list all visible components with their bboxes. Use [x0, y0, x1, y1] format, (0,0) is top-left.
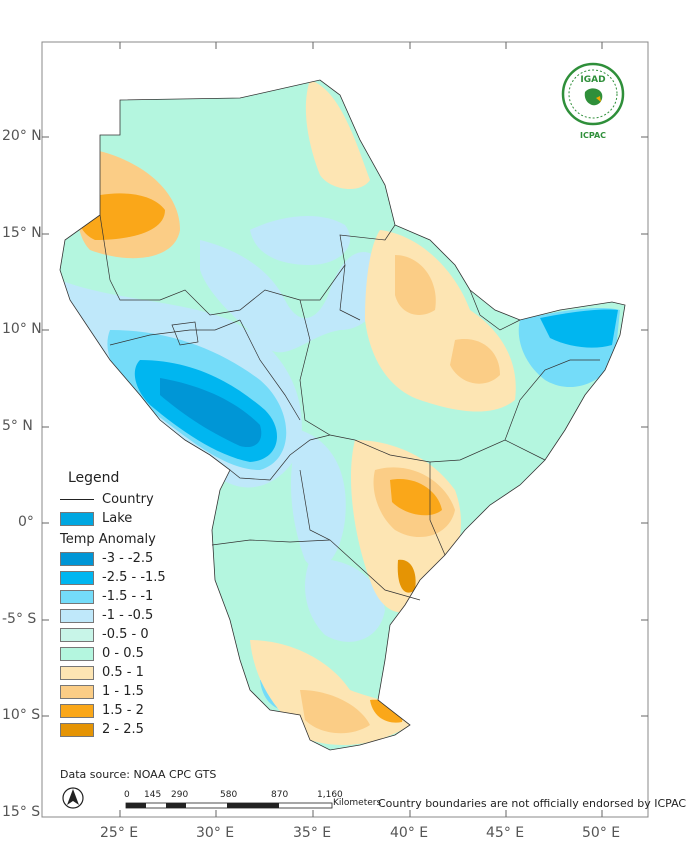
cold-zone-horn: [540, 309, 618, 348]
legend-class-label: -3 - -2.5: [102, 551, 154, 566]
legend-class-swatch: [60, 684, 94, 699]
legend-class-row: 2 - 2.5: [60, 720, 260, 739]
legend-class-row: -1 - -0.5: [60, 606, 260, 625]
scale-unit: Kilometers: [333, 798, 382, 808]
lon-label-35e: 35° E: [293, 825, 332, 841]
scale-tick-label: 870: [271, 790, 289, 800]
hot-zone-coast: [397, 559, 416, 593]
scale-tick-label: 1,160: [317, 790, 343, 800]
legend-class-row: 0.5 - 1: [60, 663, 260, 682]
legend-class-swatch: [60, 627, 94, 642]
legend-class-row: 1.5 - 2: [60, 701, 260, 720]
legend-class-label: -0.5 - 0: [102, 627, 149, 642]
legend-country-label: Country: [102, 492, 154, 507]
legend-lake: Lake: [60, 509, 260, 528]
lake-swatch: [60, 511, 94, 526]
legend-lake-label: Lake: [102, 511, 133, 526]
data-source: Data source: NOAA CPC GTS: [60, 768, 217, 781]
legend-class-row: 1 - 1.5: [60, 682, 260, 701]
warmer-zone-ethiopia-east: [450, 339, 500, 384]
legend-class-swatch: [60, 589, 94, 604]
lat-label-5n: 5° N: [2, 418, 33, 434]
igad-icpac-logo: IGAD ICPAC: [560, 62, 626, 140]
country-borders: [99, 214, 600, 601]
cool-zone-north: [250, 215, 351, 265]
graticule-ticks: [42, 42, 648, 817]
legend-class-row: 0 - 0.5: [60, 644, 260, 663]
warmer-zone-south: [300, 690, 370, 734]
lon-label-25e: 25° E: [100, 825, 139, 841]
legend-title: Legend: [68, 470, 120, 486]
scale-tick-label: 145: [144, 790, 162, 800]
legend-class-label: 0.5 - 1: [102, 665, 144, 680]
lon-label-30e: 30° E: [196, 825, 235, 841]
legend-class-swatch: [60, 551, 94, 566]
lon-label-40e: 40° E: [390, 825, 429, 841]
legend-class-row: -0.5 - 0: [60, 625, 260, 644]
scale-tick-label: 0: [124, 790, 130, 800]
legend-temp-title: Temp Anomaly: [60, 532, 156, 547]
scale-tick-label: 580: [220, 790, 238, 800]
legend-class-label: 0 - 0.5: [102, 646, 144, 661]
coldest-zone-west: [160, 378, 262, 448]
legend-class-label: -1 - -0.5: [102, 608, 154, 623]
legend-class-label: 2 - 2.5: [102, 722, 144, 737]
legend-class-swatch: [60, 646, 94, 661]
lat-label-15s: 15° S: [2, 804, 41, 820]
country-line-swatch: [60, 499, 94, 500]
lat-label-20n: 20° N: [2, 128, 42, 144]
legend-class-label: -1.5 - -1: [102, 589, 154, 604]
legend-class-swatch: [60, 608, 94, 623]
legend-class-row: -1.5 - -1: [60, 587, 260, 606]
legend-class-swatch: [60, 703, 94, 718]
legend-class-row: -2.5 - -1.5: [60, 568, 260, 587]
scale-tick-label: 290: [171, 790, 189, 800]
lat-label-5s: -5° S: [2, 611, 37, 627]
cool-zone-sudan: [200, 240, 383, 353]
hot-zone-kenya: [390, 479, 442, 516]
legend-class-row: -3 - -2.5: [60, 549, 260, 568]
boundary-disclaimer: Country boundaries are not officially en…: [378, 797, 687, 810]
coastline: [59, 79, 626, 751]
legend-class-swatch: [60, 570, 94, 585]
legend-class-label: 1.5 - 2: [102, 703, 144, 718]
legend-class-swatch: [60, 722, 94, 737]
warmer-zone-ethiopia: [395, 255, 436, 315]
legend-class-swatch: [60, 665, 94, 680]
hot-zone-south: [370, 699, 403, 723]
north-arrow-icon: [62, 787, 84, 809]
lon-label-45e: 45° E: [486, 825, 525, 841]
lat-label-15n: 15° N: [2, 225, 42, 241]
lat-label-10s: 10° S: [2, 707, 41, 723]
warm-zone-egypt: [305, 80, 370, 190]
lon-label-50e: 50° E: [582, 825, 621, 841]
cool-zone-tanzania: [305, 559, 385, 642]
legend-class-label: 1 - 1.5: [102, 684, 144, 699]
cool-zone-central: [290, 430, 346, 568]
legend-country: Country: [60, 490, 260, 509]
svg-text:ICPAC: ICPAC: [580, 131, 606, 140]
lat-label-10n: 10° N: [2, 321, 42, 337]
map-legend: Legend Country Lake Temp Anomaly -3 - -2…: [60, 470, 260, 739]
lat-label-0: 0°: [18, 514, 34, 530]
svg-text:IGAD: IGAD: [580, 75, 605, 85]
legend-class-label: -2.5 - -1.5: [102, 570, 166, 585]
scale-bar: [125, 802, 333, 809]
legend-classes: -3 - -2.5 -2.5 - -1.5 -1.5 - -1 -1 - -0.5 -0…: [60, 549, 260, 739]
